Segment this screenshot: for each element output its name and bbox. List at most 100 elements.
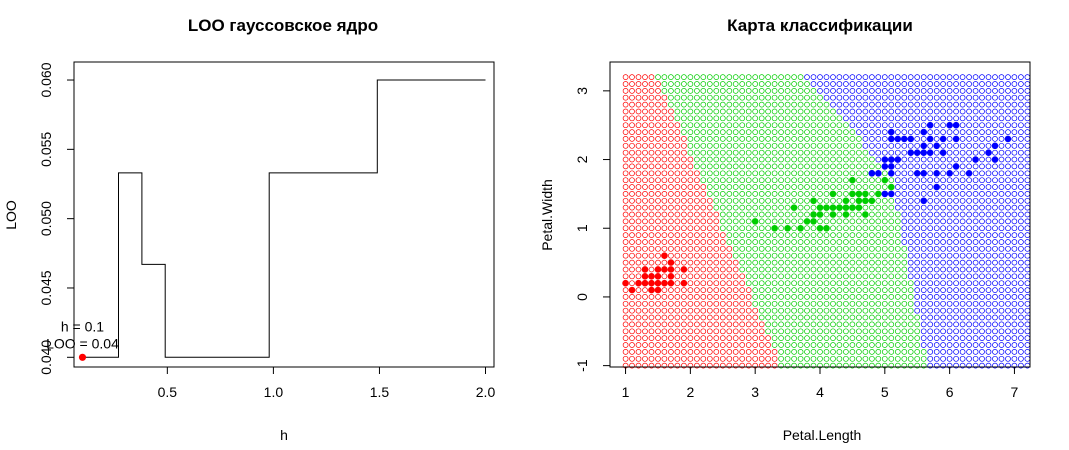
background-grid-point <box>758 239 765 245</box>
background-grid-point <box>648 300 655 307</box>
background-grid-point <box>629 314 635 321</box>
background-grid-point <box>629 321 635 328</box>
background-grid-point <box>1018 191 1024 197</box>
background-grid-point <box>804 328 810 335</box>
background-grid-point <box>648 355 655 362</box>
background-grid-point <box>914 314 921 321</box>
background-grid-point <box>804 280 810 287</box>
background-grid-point <box>732 108 739 115</box>
background-grid-point <box>752 225 759 232</box>
background-grid-point <box>979 204 985 211</box>
background-grid-point <box>823 252 830 259</box>
data-point <box>842 204 850 211</box>
background-grid-point <box>856 266 862 273</box>
background-grid-point <box>719 136 726 142</box>
background-grid-point <box>972 108 979 115</box>
background-grid-point <box>920 136 927 142</box>
right-x-tick-label: 1 <box>622 384 630 400</box>
background-grid-point <box>622 335 629 341</box>
background-grid-point <box>823 321 830 328</box>
background-grid-point <box>849 218 856 225</box>
background-grid-point <box>998 94 1005 101</box>
background-grid-point <box>881 108 888 115</box>
background-grid-point <box>745 170 752 177</box>
background-grid-point <box>622 294 629 300</box>
data-point <box>680 279 688 287</box>
background-grid-point <box>869 211 875 218</box>
background-grid-point <box>694 74 700 80</box>
data-point <box>680 266 688 273</box>
background-grid-point <box>758 287 765 293</box>
background-grid-point <box>739 177 746 184</box>
background-grid-point <box>758 122 765 129</box>
background-grid-point <box>1005 211 1011 218</box>
background-grid-point <box>843 314 849 321</box>
background-grid-point <box>732 259 739 266</box>
background-grid-point <box>959 273 966 280</box>
background-grid-point <box>713 211 720 218</box>
background-grid-point <box>629 94 635 101</box>
background-grid-point <box>862 184 869 190</box>
background-grid-point <box>700 218 707 225</box>
background-grid-point <box>784 156 791 163</box>
background-grid-point <box>985 191 992 197</box>
background-grid-point <box>830 129 836 135</box>
background-grid-point <box>797 88 804 94</box>
background-grid-point <box>687 74 694 80</box>
background-grid-point <box>713 101 720 108</box>
background-grid-point <box>804 300 810 307</box>
background-grid-point <box>888 280 895 287</box>
background-grid-point <box>758 232 765 238</box>
background-grid-point <box>661 122 668 129</box>
background-grid-point <box>843 273 849 280</box>
background-grid-point <box>661 177 668 184</box>
background-grid-point <box>655 245 661 252</box>
background-grid-point <box>1005 232 1011 238</box>
background-grid-point <box>719 115 726 122</box>
background-grid-point <box>933 81 940 87</box>
background-grid-point <box>1005 355 1011 362</box>
background-grid-point <box>1005 280 1011 287</box>
background-grid-point <box>765 74 771 80</box>
background-grid-point <box>804 170 810 177</box>
background-grid-point <box>894 266 901 273</box>
background-grid-point <box>836 184 843 190</box>
background-grid-point <box>830 74 836 80</box>
background-grid-point <box>622 211 629 218</box>
background-grid-point <box>804 129 810 135</box>
background-grid-point <box>765 252 771 259</box>
background-grid-point <box>804 252 810 259</box>
background-grid-point <box>694 225 700 232</box>
background-grid-point <box>648 142 655 149</box>
left-x-tick-label: 2.0 <box>476 384 496 400</box>
background-grid-point <box>784 266 791 273</box>
background-grid-point <box>946 204 953 211</box>
left-y-axis-label: LOO <box>3 200 19 230</box>
background-grid-point <box>875 355 882 362</box>
background-grid-point <box>959 163 966 170</box>
background-grid-point <box>907 122 914 129</box>
background-grid-point <box>635 204 642 211</box>
background-grid-point <box>726 225 733 232</box>
background-grid-point <box>778 300 784 307</box>
background-grid-point <box>771 101 778 108</box>
background-grid-point <box>1024 300 1031 307</box>
background-grid-point <box>791 81 797 87</box>
background-grid-point <box>804 94 810 101</box>
background-grid-point <box>674 259 681 266</box>
background-grid-point <box>817 163 823 170</box>
background-grid-point <box>823 184 830 190</box>
background-grid-point <box>817 266 823 273</box>
background-grid-point <box>972 115 979 122</box>
background-grid-point <box>648 81 655 87</box>
background-grid-point <box>966 321 972 328</box>
background-grid-point <box>823 108 830 115</box>
background-grid-point <box>810 88 817 94</box>
background-grid-point <box>966 211 972 218</box>
background-grid-point <box>726 94 733 101</box>
background-grid-point <box>862 273 869 280</box>
background-grid-point <box>694 328 700 335</box>
background-grid-point <box>920 184 927 190</box>
background-grid-point <box>959 81 966 87</box>
background-grid-point <box>998 239 1005 245</box>
